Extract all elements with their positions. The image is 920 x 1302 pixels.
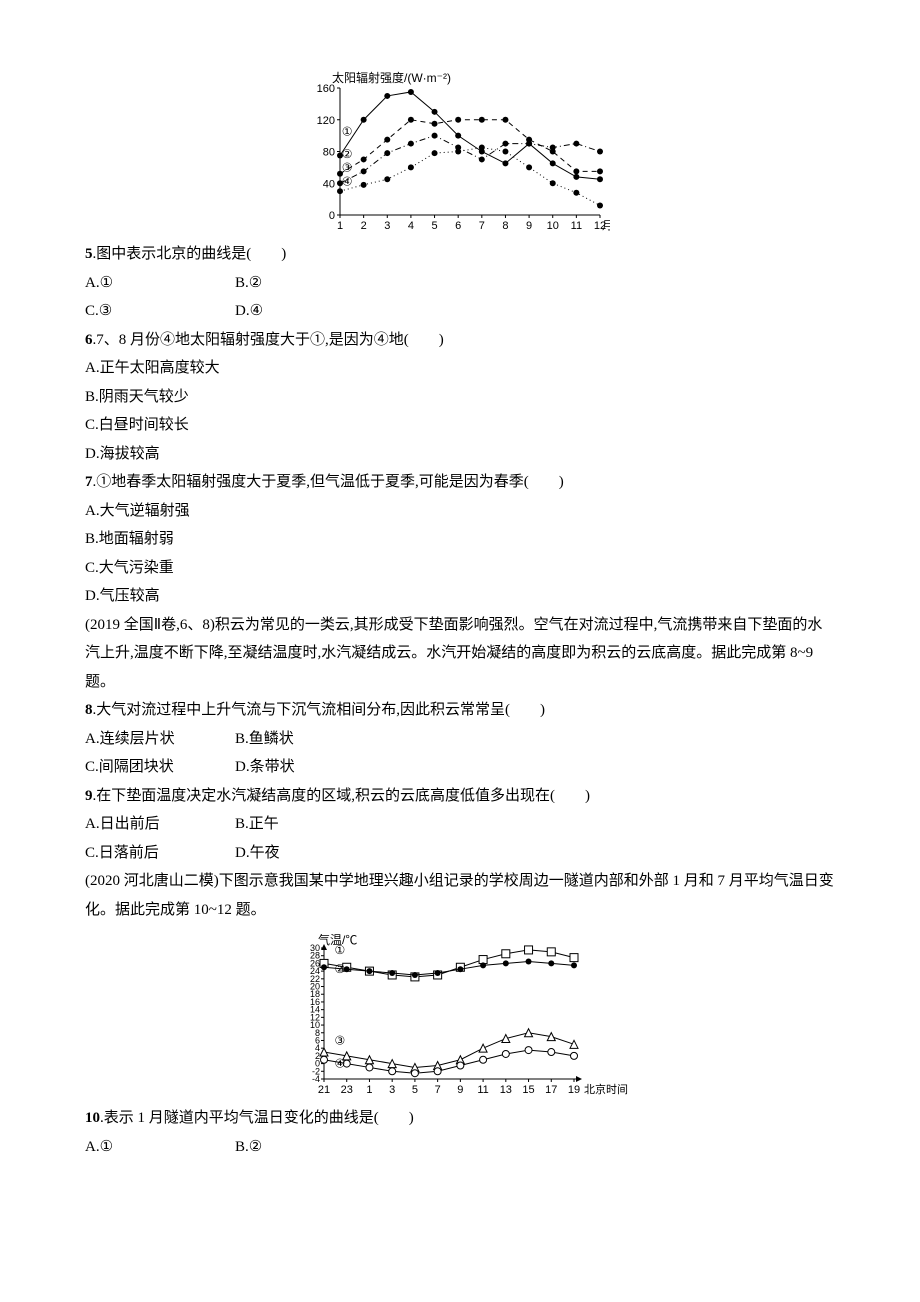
svg-text:北京时间: 北京时间 — [584, 1082, 628, 1096]
q10-opt-b: B.② — [235, 1133, 385, 1162]
q6-opt-d: D.海拔较高 — [85, 440, 835, 469]
q9-opts-row2: C.日落前后 D.午夜 — [85, 839, 835, 868]
svg-text:4: 4 — [408, 220, 414, 232]
q10-opts-row1: A.① B.② — [85, 1133, 835, 1162]
q5-text: .图中表示北京的曲线是( ) — [93, 246, 287, 262]
q5-opts-row2: C.③ D.④ — [85, 297, 835, 326]
svg-text:④: ④ — [335, 1056, 346, 1070]
q8-opts-row2: C.间隔团块状 D.条带状 — [85, 753, 835, 782]
svg-text:13: 13 — [500, 1084, 512, 1096]
svg-text:120: 120 — [317, 115, 335, 127]
q8-num: 8 — [85, 702, 93, 718]
svg-text:②: ② — [342, 147, 353, 161]
svg-text:④: ④ — [342, 175, 353, 189]
q8-opt-b: B.鱼鳞状 — [235, 725, 385, 754]
q9-stem: 9.在下垫面温度决定水汽凝结高度的区域,积云的云底高度低值多出现在( ) — [85, 782, 835, 811]
q6-opt-b: B.阴雨天气较少 — [85, 383, 835, 412]
svg-text:5: 5 — [412, 1084, 418, 1096]
q7-opt-b: B.地面辐射弱 — [85, 525, 835, 554]
svg-text:-4: -4 — [312, 1074, 320, 1084]
q10-text: .表示 1 月隧道内平均气温日变化的曲线是( ) — [100, 1110, 414, 1126]
svg-text:9: 9 — [457, 1084, 463, 1096]
q6-opt-c: C.白昼时间较长 — [85, 411, 835, 440]
page: 太阳辐射强度/(W·m⁻²)04080120160123456789101112… — [85, 70, 835, 1161]
q7-opt-a: A.大气逆辐射强 — [85, 497, 835, 526]
svg-text:3: 3 — [389, 1084, 395, 1096]
q10-opt-a: A.① — [85, 1133, 235, 1162]
q9-opt-b: B.正午 — [235, 810, 385, 839]
q9-opt-c: C.日落前后 — [85, 839, 235, 868]
svg-text:1: 1 — [366, 1084, 372, 1096]
q8-opts-row1: A.连续层片状 B.鱼鳞状 — [85, 725, 835, 754]
svg-text:21: 21 — [318, 1084, 330, 1096]
q9-num: 9 — [85, 788, 93, 804]
svg-text:6: 6 — [455, 220, 461, 232]
svg-text:5: 5 — [431, 220, 437, 232]
q5-opts-row1: A.① B.② — [85, 269, 835, 298]
svg-text:40: 40 — [323, 178, 335, 190]
q7-opt-c: C.大气污染重 — [85, 554, 835, 583]
svg-text:③: ③ — [342, 160, 353, 174]
q10-num: 10 — [85, 1110, 100, 1126]
q5-stem: 5.图中表示北京的曲线是( ) — [85, 240, 835, 269]
svg-text:19: 19 — [568, 1084, 580, 1096]
svg-text:17: 17 — [545, 1084, 557, 1096]
svg-text:①: ① — [342, 125, 353, 139]
q5-num: 5 — [85, 246, 93, 262]
svg-text:太阳辐射强度/(W·m⁻²): 太阳辐射强度/(W·m⁻²) — [332, 70, 451, 85]
svg-text:23: 23 — [341, 1084, 353, 1096]
temperature-chart: 气温/℃302826242220181614121086420-2-421231… — [290, 934, 630, 1099]
q9-opt-a: A.日出前后 — [85, 810, 235, 839]
q6-num: 6 — [85, 332, 93, 348]
q8-opt-d: D.条带状 — [235, 753, 385, 782]
svg-text:②: ② — [335, 962, 346, 976]
q8-opt-a: A.连续层片状 — [85, 725, 235, 754]
q8-stem: 8.大气对流过程中上升气流与下沉气流相间分布,因此积云常常呈( ) — [85, 696, 835, 725]
q5-opt-c: C.③ — [85, 297, 235, 326]
q6-text: .7、8 月份④地太阳辐射强度大于①,是因为④地( ) — [93, 332, 444, 348]
svg-text:③: ③ — [335, 1033, 346, 1047]
svg-text:15: 15 — [522, 1084, 534, 1096]
q7-num: 7 — [85, 474, 93, 490]
passage-1: (2019 全国Ⅱ卷,6、8)积云为常见的一类云,其形成受下垫面影响强烈。空气在… — [85, 611, 835, 697]
svg-text:2: 2 — [361, 220, 367, 232]
svg-text:7: 7 — [479, 220, 485, 232]
svg-text:月份: 月份 — [602, 219, 610, 232]
q8-text: .大气对流过程中上升气流与下沉气流相间分布,因此积云常常呈( ) — [93, 702, 546, 718]
svg-text:11: 11 — [571, 220, 582, 232]
q7-stem: 7.①地春季太阳辐射强度大于夏季,但气温低于夏季,可能是因为春季( ) — [85, 468, 835, 497]
q8-opt-c: C.间隔团块状 — [85, 753, 235, 782]
svg-text:160: 160 — [317, 83, 335, 95]
svg-text:11: 11 — [477, 1084, 488, 1096]
svg-text:0: 0 — [329, 210, 335, 222]
q7-opt-d: D.气压较高 — [85, 582, 835, 611]
q5-opt-a: A.① — [85, 269, 235, 298]
chart1-wrap: 太阳辐射强度/(W·m⁻²)04080120160123456789101112… — [85, 70, 835, 235]
svg-text:9: 9 — [526, 220, 532, 232]
svg-text:8: 8 — [502, 220, 508, 232]
q9-opt-d: D.午夜 — [235, 839, 385, 868]
q5-opt-d: D.④ — [235, 297, 385, 326]
passage-2: (2020 河北唐山二模)下图示意我国某中学地理兴趣小组记录的学校周边一隧道内部… — [85, 867, 835, 924]
solar-radiation-chart: 太阳辐射强度/(W·m⁻²)04080120160123456789101112… — [310, 70, 610, 235]
svg-text:1: 1 — [337, 220, 343, 232]
chart2-wrap: 气温/℃302826242220181614121086420-2-421231… — [85, 934, 835, 1099]
q9-opts-row1: A.日出前后 B.正午 — [85, 810, 835, 839]
q9-text: .在下垫面温度决定水汽凝结高度的区域,积云的云底高度低值多出现在( ) — [93, 788, 591, 804]
q6-opt-a: A.正午太阳高度较大 — [85, 354, 835, 383]
svg-text:7: 7 — [435, 1084, 441, 1096]
svg-text:10: 10 — [547, 220, 559, 232]
svg-text:80: 80 — [323, 147, 335, 159]
svg-text:①: ① — [335, 943, 346, 957]
q7-text: .①地春季太阳辐射强度大于夏季,但气温低于夏季,可能是因为春季( ) — [93, 474, 564, 490]
svg-text:3: 3 — [384, 220, 390, 232]
q6-stem: 6.7、8 月份④地太阳辐射强度大于①,是因为④地( ) — [85, 326, 835, 355]
q5-opt-b: B.② — [235, 269, 385, 298]
q10-stem: 10.表示 1 月隧道内平均气温日变化的曲线是( ) — [85, 1104, 835, 1133]
